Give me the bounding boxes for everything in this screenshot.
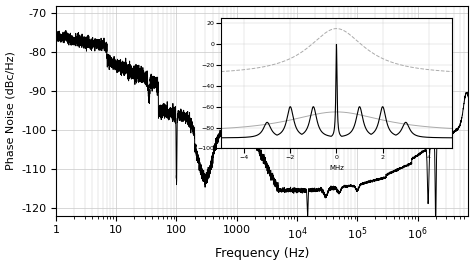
Y-axis label: Phase Noise (dBc/Hz): Phase Noise (dBc/Hz) [6, 51, 16, 170]
X-axis label: Frequency (Hz): Frequency (Hz) [215, 247, 310, 260]
